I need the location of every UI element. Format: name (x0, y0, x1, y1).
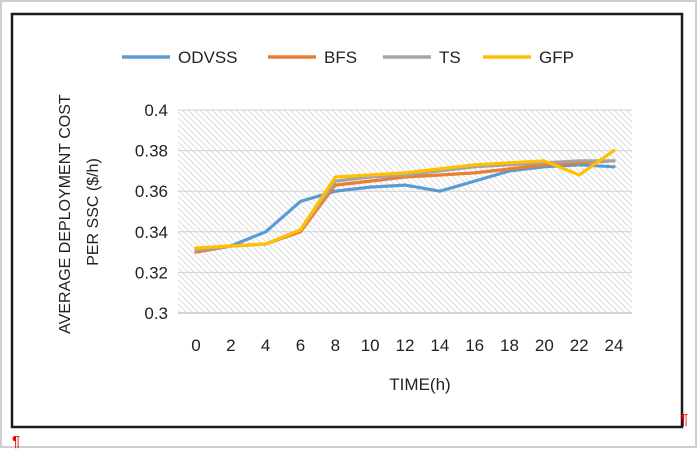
x-tick-label: 22 (570, 336, 589, 355)
y-axis-label-line-1: AVERAGE DEPLOYMENT COST (57, 94, 74, 334)
y-tick-label: 0.36 (135, 182, 168, 201)
pilcrow-mark-bottom: ¶ (12, 433, 20, 450)
x-tick-label: 2 (226, 336, 235, 355)
x-axis-label: TIME(h) (389, 375, 450, 394)
x-tick-label: 8 (331, 336, 340, 355)
x-tick-label: 4 (261, 336, 270, 355)
x-tick-label: 16 (465, 336, 484, 355)
legend: ODVSS BFS TS GFP (122, 48, 574, 67)
x-tick-label: 14 (430, 336, 449, 355)
x-tick-label: 20 (535, 336, 554, 355)
plot-area (178, 110, 632, 313)
legend-label-bfs: BFS (324, 48, 357, 67)
x-tick-label: 24 (605, 336, 624, 355)
y-tick-label: 0.3 (144, 304, 168, 323)
legend-label-ts: TS (439, 48, 461, 67)
y-axis-label: AVERAGE DEPLOYMENT COST PER SSC ($/h) (57, 90, 102, 334)
x-tick-label: 0 (191, 336, 200, 355)
y-axis-label-line-2: PER SSC ($/h) (85, 158, 102, 266)
series-line-gfp (194, 149, 616, 250)
y-tick-label: 0.32 (135, 263, 168, 282)
x-tick-label: 12 (396, 336, 415, 355)
y-tick-label: 0.38 (135, 142, 168, 161)
series-line-odvss (194, 163, 616, 254)
legend-label-gfp: GFP (539, 48, 574, 67)
y-tick-label: 0.34 (135, 223, 168, 242)
y-tick-label: 0.4 (144, 101, 168, 120)
tick-labels: 0.30.320.340.360.380.40 2 4 6 8 10 12 14 16 18 20 2… (135, 101, 624, 355)
series-lines (194, 149, 616, 254)
legend-label-odvss: ODVSS (178, 48, 238, 67)
chart-box (10, 12, 684, 429)
pilcrow-mark: ¶ (680, 411, 688, 428)
x-tick-label: 10 (361, 336, 380, 355)
x-tick-label: 18 (500, 336, 519, 355)
x-tick-label: 6 (296, 336, 305, 355)
